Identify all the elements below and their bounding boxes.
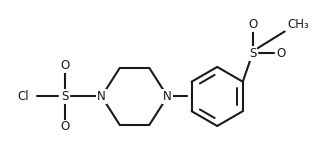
Text: S: S (249, 47, 256, 60)
Text: O: O (277, 47, 286, 60)
Text: Cl: Cl (17, 90, 29, 103)
Text: CH₃: CH₃ (287, 18, 309, 31)
Text: O: O (60, 120, 69, 134)
Text: N: N (97, 90, 106, 103)
Text: S: S (61, 90, 68, 103)
Text: N: N (163, 90, 172, 103)
Text: O: O (248, 18, 257, 31)
Text: O: O (60, 59, 69, 72)
